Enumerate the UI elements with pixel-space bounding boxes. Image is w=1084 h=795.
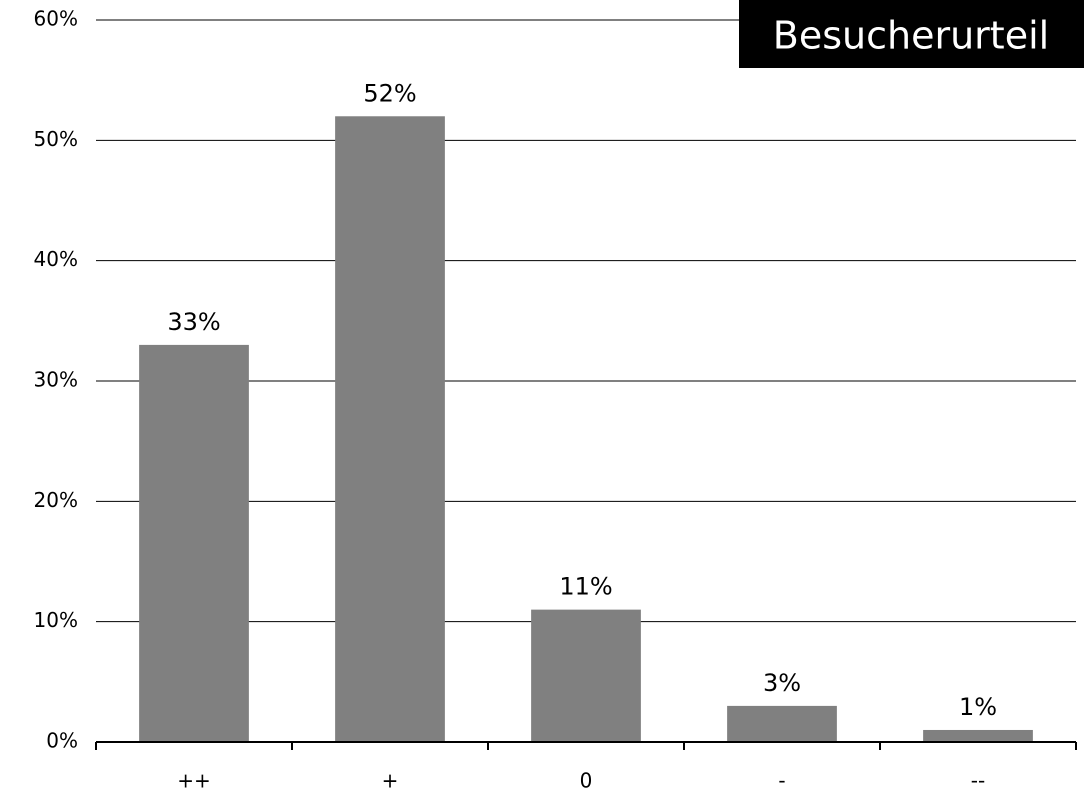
x-tick-label: -: [778, 769, 785, 793]
gridlines: [96, 19, 1076, 623]
y-tick-label: 0%: [46, 729, 78, 753]
x-tick-label: +: [382, 769, 399, 793]
data-labels: 33% 52% 11% 3% 1%: [167, 79, 997, 721]
bar: [923, 729, 1033, 742]
chart-title-background: [739, 0, 1084, 68]
x-tick-label: 0: [580, 769, 593, 793]
y-tick-label: 40%: [34, 247, 78, 271]
y-tick-label: 30%: [34, 368, 78, 392]
x-axis: ++ +0- --: [95, 741, 1077, 793]
data-label: 11%: [559, 573, 612, 601]
data-label: 33%: [167, 308, 220, 336]
data-label: 1%: [959, 693, 997, 721]
data-label: 3%: [763, 669, 801, 697]
y-tick-label: 20%: [34, 488, 78, 512]
y-axis-tick-labels: 0% 10% 20% 30% 40% 50% 60%: [34, 7, 78, 753]
y-tick-label: 60%: [34, 7, 78, 31]
y-tick-label: 10%: [34, 608, 78, 632]
y-tick-label: 50%: [34, 127, 78, 151]
bar: [727, 705, 837, 742]
bar: [531, 609, 641, 742]
bars: [139, 116, 1033, 743]
bar: [139, 344, 249, 742]
chart-title: Besucherurteil: [773, 14, 1049, 58]
x-tick-label: --: [971, 769, 985, 793]
chart-title-box: Besucherurteil: [739, 0, 1084, 68]
bar: [335, 116, 445, 743]
data-label: 52%: [363, 79, 416, 107]
x-tick-label: ++: [177, 769, 211, 793]
